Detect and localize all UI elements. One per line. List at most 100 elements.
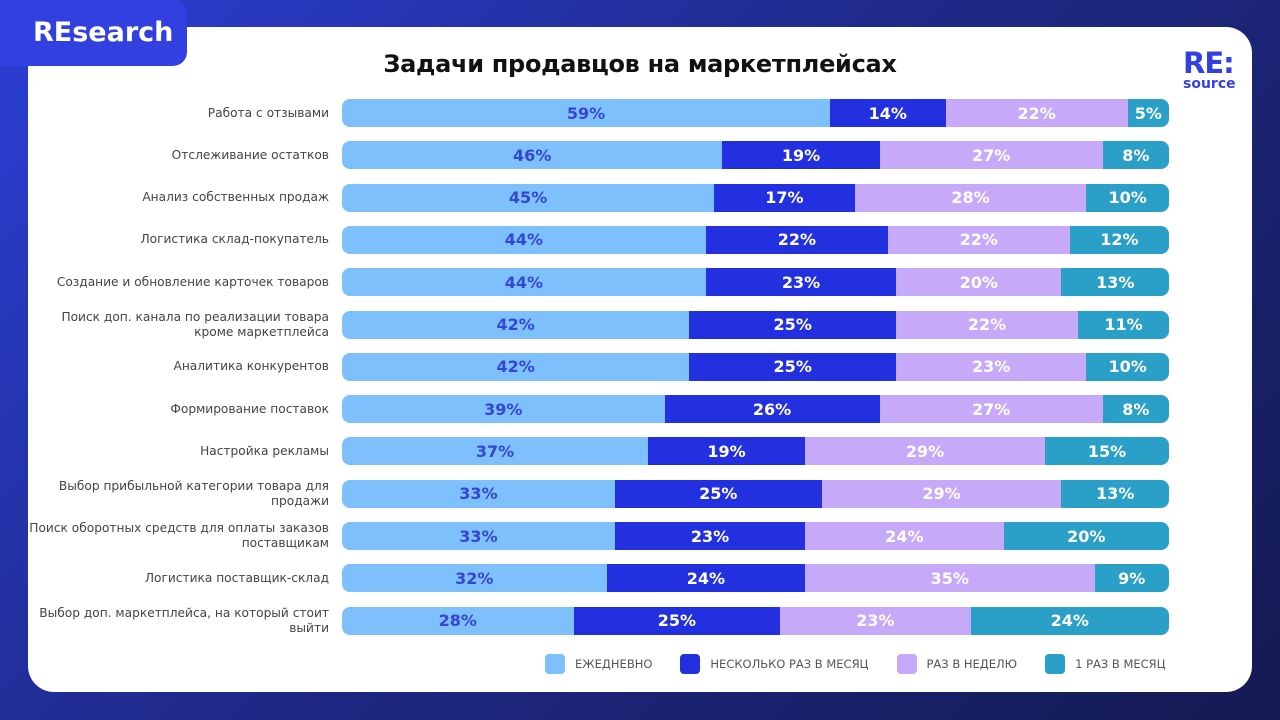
category-label: Создание и обновление карточек товаров	[56, 274, 329, 289]
bar-segment: 23%	[780, 606, 971, 635]
data-label: 22%	[959, 230, 998, 250]
category-label: Настройка рекламы	[200, 443, 329, 458]
data-label: 23%	[690, 526, 730, 546]
legend-swatch	[545, 654, 565, 674]
data-label: 44%	[504, 272, 544, 292]
bar-segment: 28%	[342, 606, 574, 635]
data-label: 35%	[930, 568, 969, 588]
bar-segment: 8%	[1102, 395, 1169, 424]
bar-row: 44% 23% 20% 13%	[342, 268, 1169, 297]
data-label: 8%	[1122, 399, 1150, 419]
logo-line2: source	[1183, 76, 1236, 92]
data-label: 22%	[1017, 103, 1056, 123]
data-label: 28%	[438, 611, 477, 631]
category-label: Поиск оборотных средств для оплаты заказ…	[29, 521, 329, 550]
data-label: 22%	[777, 230, 816, 250]
category-label: Логистика поставщик-склад	[144, 570, 329, 585]
legend-swatch	[1045, 654, 1066, 674]
bar-segment: 32%	[342, 564, 607, 593]
bar-row: 45% 17% 28% 10%	[342, 183, 1169, 212]
bar-segment: 35%	[805, 564, 1095, 593]
data-label: 10%	[1108, 357, 1147, 377]
bar-segment: 22%	[887, 225, 1070, 254]
data-label: 13%	[1096, 484, 1135, 504]
chart-title: Задачи продавцов на маркетплейсах	[383, 50, 897, 78]
data-label: 24%	[686, 568, 725, 588]
category-label: Выбор прибыльной категории товара для пр…	[58, 478, 329, 508]
bar-row: 42% 25% 22% 11%	[342, 310, 1169, 339]
bar-segment: 24%	[970, 606, 1169, 635]
bar-segment: 26%	[664, 395, 880, 424]
data-label: 39%	[484, 399, 523, 419]
data-label: 26%	[752, 399, 792, 419]
bar-segment: 22%	[705, 225, 888, 254]
legend-label: ЕЖЕДНЕВНО	[575, 657, 653, 671]
bar-segment: 22%	[896, 310, 1079, 339]
data-label: 37%	[475, 441, 515, 461]
category-label: Работа с отзывами	[207, 105, 329, 120]
data-label: 28%	[951, 188, 990, 208]
data-label: 25%	[773, 315, 812, 334]
data-label: 27%	[972, 399, 1011, 419]
legend-label: РАЗ В НЕДЕЛЮ	[926, 657, 1018, 671]
bar-segment: 44%	[342, 225, 706, 254]
legend-item: НЕСКОЛЬКО РАЗ В МЕСЯЦ	[680, 654, 869, 674]
bar-row: 28% 25% 23% 24%	[342, 606, 1169, 635]
bar-segment: 20%	[896, 268, 1062, 297]
legend-item: РАЗ В НЕДЕЛЮ	[896, 654, 1018, 674]
bar-segment: 14%	[829, 99, 946, 127]
data-label: 25%	[773, 357, 812, 377]
bar-segment: 24%	[606, 564, 806, 593]
bar-row: 37% 19% 29% 15%	[342, 437, 1169, 466]
bar-segment: 13%	[1061, 268, 1169, 297]
bar-row: 33% 23% 24% 20%	[342, 522, 1169, 550]
bar-segment: 10%	[1086, 183, 1169, 212]
legend-item: 1 РАЗ В МЕСЯЦ	[1045, 654, 1166, 674]
data-label: 12%	[1100, 230, 1139, 250]
bar-segment: 44%	[342, 268, 706, 297]
data-label: 29%	[922, 484, 961, 504]
data-label: 22%	[967, 315, 1007, 334]
data-label: 13%	[1096, 272, 1135, 292]
data-label: 23%	[972, 357, 1011, 377]
bar-segment: 25%	[689, 310, 897, 339]
data-label: 14%	[868, 103, 907, 123]
bar-segment: 8%	[1102, 141, 1169, 170]
legend-swatch	[896, 654, 917, 674]
category-label: Отслеживание остатков	[171, 147, 329, 162]
data-label: 8%	[1122, 145, 1150, 165]
data-label: 32%	[455, 568, 494, 588]
bar-segment: 23%	[896, 352, 1087, 381]
data-label: 33%	[459, 526, 498, 546]
data-label: 25%	[699, 484, 738, 504]
data-label: 24%	[1050, 611, 1089, 631]
data-label: 59%	[566, 103, 606, 123]
data-label: 5%	[1134, 103, 1162, 123]
data-label: 45%	[508, 188, 548, 208]
bar-segment: 46%	[342, 141, 723, 170]
bar-segment: 29%	[821, 479, 1062, 508]
bar-row: 44% 22% 22% 12%	[342, 225, 1169, 254]
bar-segment: 23%	[614, 522, 806, 550]
bar-segment: 33%	[342, 522, 615, 550]
category-label: Формирование поставок	[170, 401, 329, 416]
bar-segment: 42%	[342, 352, 690, 381]
data-label: 29%	[905, 441, 945, 461]
data-label: 24%	[885, 526, 924, 546]
bar-segment: 25%	[573, 606, 781, 635]
legend-label: 1 РАЗ В МЕСЯЦ	[1075, 657, 1166, 671]
bar-segment: 23%	[705, 268, 897, 297]
category-label: Анализ собственных продаж	[142, 190, 329, 205]
bar-row: 33% 25% 29% 13%	[342, 479, 1169, 508]
bar-segment: 9%	[1094, 564, 1169, 593]
legend: ЕЖЕДНЕВНО НЕСКОЛЬКО РАЗ В МЕСЯЦ РАЗ В НЕДЕ…	[545, 654, 1194, 674]
bar-segment: 15%	[1044, 437, 1169, 466]
data-label: 20%	[959, 272, 998, 292]
bar-segment: 59%	[342, 99, 830, 127]
bar-segment: 25%	[689, 352, 897, 381]
data-label: 23%	[781, 272, 821, 292]
bar-segment: 13%	[1061, 479, 1169, 508]
data-label: 46%	[513, 145, 552, 165]
bar-segment: 20%	[1003, 522, 1169, 550]
bar-row: 39% 26% 27% 8%	[342, 395, 1169, 424]
